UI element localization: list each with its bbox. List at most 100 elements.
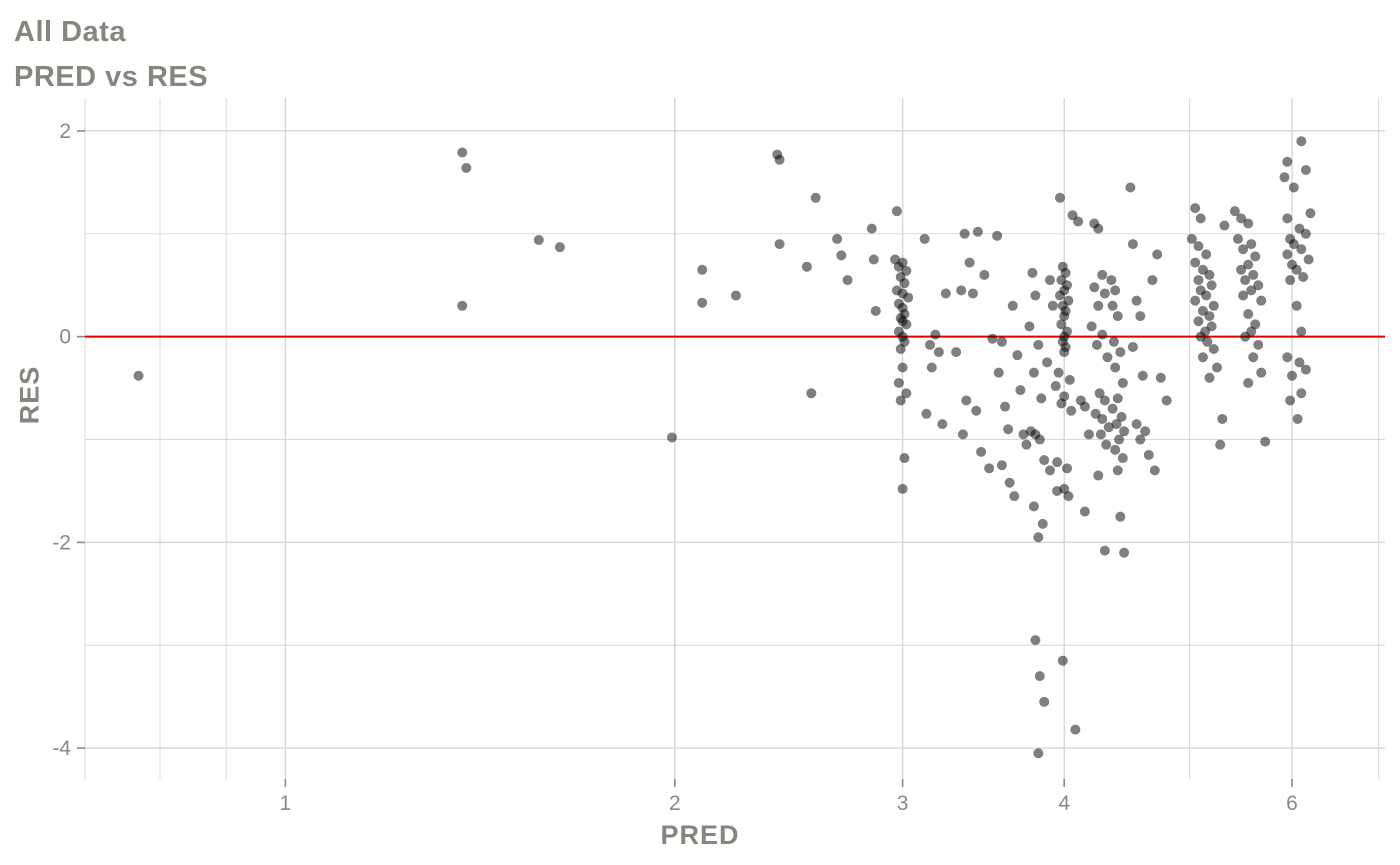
data-point	[891, 206, 902, 217]
data-point	[1099, 288, 1110, 299]
data-point	[1240, 275, 1251, 286]
data-point	[1253, 339, 1264, 350]
data-point	[1057, 655, 1068, 666]
data-point	[1131, 419, 1142, 430]
data-point	[1300, 364, 1311, 375]
data-point	[921, 408, 932, 419]
data-point	[1285, 275, 1296, 286]
data-point	[1110, 285, 1121, 296]
data-point	[893, 377, 904, 388]
x-axis-label: PRED	[660, 820, 740, 850]
data-point	[1047, 300, 1058, 311]
data-point	[1246, 285, 1257, 296]
data-point	[836, 250, 847, 261]
data-point	[1037, 518, 1048, 529]
data-point	[1030, 635, 1041, 646]
data-point	[1053, 367, 1064, 378]
data-point	[810, 192, 821, 203]
data-point	[893, 261, 904, 272]
data-point	[1094, 388, 1105, 399]
data-point	[1003, 424, 1014, 435]
data-point	[842, 275, 853, 286]
data-point	[697, 297, 708, 308]
data-point	[1097, 329, 1108, 340]
data-point	[774, 154, 785, 165]
data-point	[533, 234, 544, 245]
data-point	[1193, 241, 1204, 252]
data-point	[1030, 290, 1041, 301]
data-point	[1291, 300, 1302, 311]
y-tick-label: 2	[59, 120, 71, 143]
data-point	[1034, 671, 1045, 682]
data-point	[1204, 269, 1215, 280]
data-point	[1007, 300, 1018, 311]
data-point	[1036, 393, 1047, 404]
data-point	[1027, 267, 1038, 278]
data-point	[1073, 216, 1084, 227]
data-point	[1243, 377, 1254, 388]
data-point	[1052, 457, 1063, 468]
data-point	[1253, 280, 1264, 291]
data-point	[1236, 213, 1247, 224]
data-point	[1093, 223, 1104, 234]
data-point	[1042, 357, 1053, 368]
data-point	[1294, 357, 1305, 368]
data-point	[1190, 203, 1201, 214]
data-point	[1107, 300, 1118, 311]
y-tick-label: 0	[59, 326, 71, 349]
data-point	[1305, 208, 1316, 219]
data-point	[1208, 300, 1219, 311]
data-point	[1193, 275, 1204, 286]
data-point	[1282, 249, 1293, 260]
data-point	[1238, 290, 1249, 301]
data-point	[1111, 419, 1122, 430]
data-point	[1190, 257, 1201, 268]
y-tick-label: -4	[52, 737, 71, 760]
data-point	[1039, 455, 1050, 466]
data-point	[1009, 491, 1020, 502]
x-tick-label: 1	[280, 792, 292, 815]
data-point	[1079, 506, 1090, 517]
data-point	[1282, 213, 1293, 224]
data-point	[956, 285, 967, 296]
data-point	[1093, 470, 1104, 481]
data-point	[1236, 264, 1247, 275]
data-point	[1147, 275, 1158, 286]
data-point	[866, 223, 877, 234]
data-point	[1056, 398, 1067, 409]
data-point	[1248, 269, 1259, 280]
data-point	[901, 388, 912, 399]
data-point	[1201, 249, 1212, 260]
data-point	[1004, 477, 1015, 488]
data-point	[1116, 411, 1127, 422]
data-point	[1059, 347, 1070, 358]
data-point	[1099, 545, 1110, 556]
data-point	[1256, 367, 1267, 378]
data-point	[1256, 295, 1267, 306]
data-point	[1137, 370, 1148, 381]
data-point	[992, 230, 1003, 241]
data-point	[1215, 439, 1226, 450]
data-point	[976, 446, 987, 457]
data-point	[1135, 434, 1146, 445]
y-tick-label: -2	[52, 531, 71, 554]
data-point	[940, 288, 951, 299]
chart-title: All Data	[14, 16, 126, 48]
data-point	[1296, 326, 1307, 337]
x-tick-label: 4	[1058, 792, 1070, 815]
data-point	[1056, 319, 1067, 330]
chart-subtitle: PRED vs RES	[14, 60, 209, 93]
data-point	[1063, 491, 1074, 502]
data-point	[996, 336, 1007, 347]
data-point	[832, 233, 843, 244]
data-point	[1050, 381, 1061, 392]
data-point	[1248, 352, 1259, 363]
data-point	[1243, 218, 1254, 229]
data-point	[666, 432, 677, 443]
data-point	[972, 226, 983, 237]
data-point	[1292, 413, 1303, 424]
data-point	[1190, 295, 1201, 306]
data-point	[1219, 220, 1230, 231]
data-point	[971, 405, 982, 416]
